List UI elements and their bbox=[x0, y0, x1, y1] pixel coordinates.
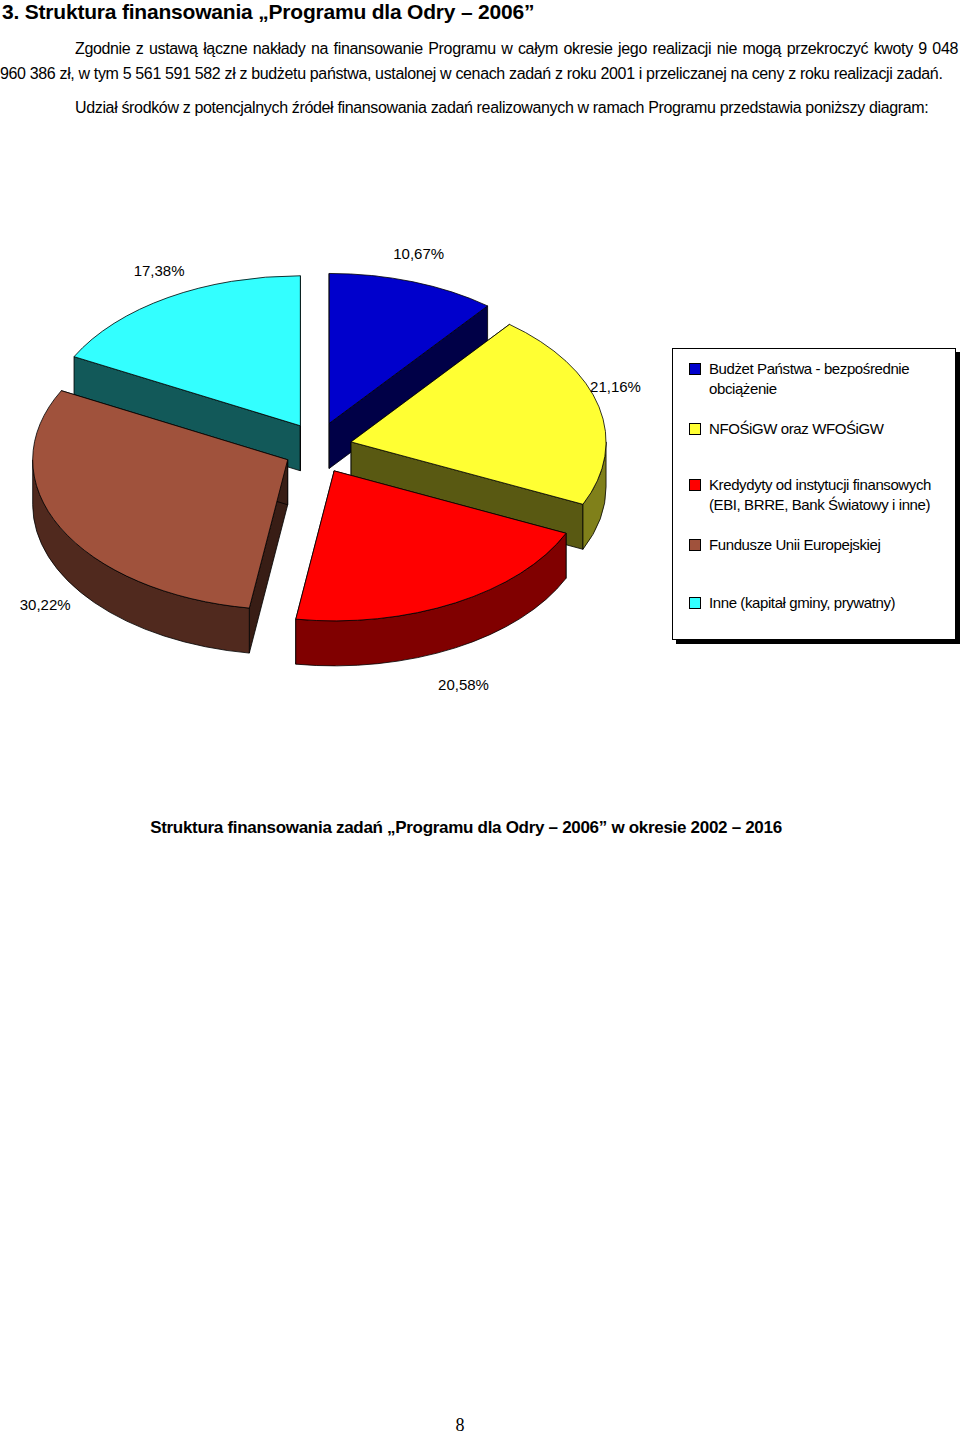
data-labels: 10,67% 21,16% 20,58% 30,22% 17,38% bbox=[20, 245, 641, 693]
legend-item: Kredydyty od instytucji finansowych (EBI… bbox=[689, 475, 947, 515]
legend-swatch bbox=[689, 597, 701, 609]
legend-label: Kredydyty od instytucji finansowych (EBI… bbox=[709, 475, 947, 515]
legend-label: NFOŚiGW oraz WFOŚiGW bbox=[709, 419, 947, 439]
page-number: 8 bbox=[440, 1415, 480, 1436]
legend-label: Budżet Państwa - bezpośrednie obciążenie bbox=[709, 359, 947, 399]
pie-slices bbox=[33, 273, 606, 665]
legend-label: Inne (kapitał gminy, prywatny) bbox=[709, 593, 947, 613]
pie-slice bbox=[351, 324, 606, 504]
legend-swatch bbox=[689, 479, 701, 491]
paragraph: Udział środków z potencjalnych źródeł fi… bbox=[0, 95, 958, 120]
pie-slice bbox=[74, 276, 300, 426]
legend-label: Fundusze Unii Europejskiej bbox=[709, 535, 947, 555]
pie-slice bbox=[296, 471, 566, 621]
legend-item: Budżet Państwa - bezpośrednie obciążenie bbox=[689, 359, 947, 399]
heading: 3. Struktura finansowania „Programu dla … bbox=[2, 0, 534, 24]
pie-slice bbox=[33, 391, 288, 608]
data-label: 17,38% bbox=[134, 262, 185, 279]
legend-item: Inne (kapitał gminy, prywatny) bbox=[689, 593, 947, 613]
data-label: 30,22% bbox=[20, 596, 71, 613]
data-label: 10,67% bbox=[393, 245, 444, 262]
body-text: Zgodnie z ustawą łączne nakłady na finan… bbox=[0, 36, 958, 120]
data-label: 20,58% bbox=[438, 676, 489, 693]
page: {"title": "3. Struktura finansowania „Pr… bbox=[0, 0, 960, 1438]
caption: Struktura finansowania zadań „Programu d… bbox=[0, 818, 932, 838]
data-label: 21,16% bbox=[590, 378, 641, 395]
legend: Budżet Państwa - bezpośrednie obciążenie… bbox=[672, 348, 956, 640]
legend-swatch bbox=[689, 363, 701, 375]
legend-swatch bbox=[689, 423, 701, 435]
legend-swatch bbox=[689, 539, 701, 551]
legend-item: Fundusze Unii Europejskiej bbox=[689, 535, 947, 555]
legend-item: NFOŚiGW oraz WFOŚiGW bbox=[689, 419, 947, 439]
paragraph: Zgodnie z ustawą łączne nakłady na finan… bbox=[0, 36, 958, 86]
